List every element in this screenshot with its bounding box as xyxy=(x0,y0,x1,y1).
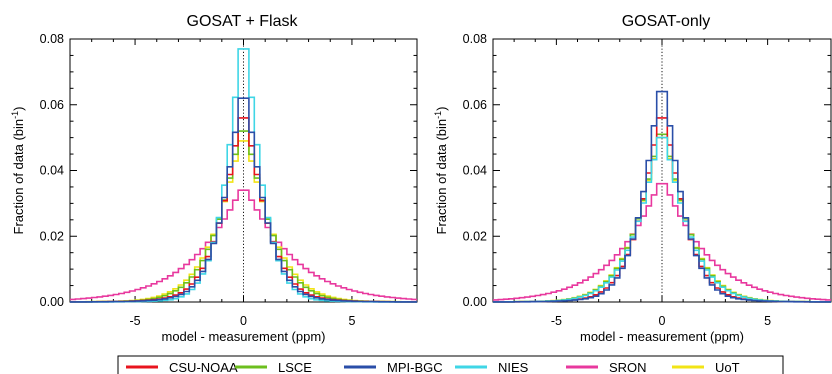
histogram-series xyxy=(493,90,831,303)
legend-label: NIES xyxy=(498,360,529,374)
x-tick-label: 5 xyxy=(764,314,771,328)
y-axis-label: Fraction of data (bin-1) xyxy=(433,107,449,235)
x-axis-label: model - measurement (ppm) xyxy=(162,329,326,344)
y-tick-label: 0.02 xyxy=(463,229,487,243)
panel-title: GOSAT + Flask xyxy=(187,13,299,30)
legend-label: MPI-BGC xyxy=(387,360,443,374)
x-tick-label: 0 xyxy=(659,314,666,328)
panel-title: GOSAT-only xyxy=(622,13,711,30)
axis-ticks: -5 0 5 0.00 0.02 0.04 0.06 0.08 xyxy=(463,32,832,328)
y-tick-label: 0.04 xyxy=(40,164,64,178)
histogram-uot xyxy=(493,136,831,303)
x-tick-label: -5 xyxy=(130,314,141,328)
legend-label: SRON xyxy=(609,360,647,374)
y-tick-label: 0.00 xyxy=(40,295,64,309)
histogram-sron xyxy=(493,182,831,301)
legend-label: LSCE xyxy=(278,360,312,374)
x-axis-label: model - measurement (ppm) xyxy=(580,329,744,344)
histogram-mpi-bgc xyxy=(70,97,417,303)
histogram-nies xyxy=(493,136,831,303)
y-tick-label: 0.08 xyxy=(40,32,64,46)
legend: CSU-NOAA LSCE MPI-BGC NIES SRON UoT xyxy=(117,355,784,374)
histogram-sron xyxy=(70,189,417,301)
y-tick-label: 0.08 xyxy=(463,32,487,46)
y-tick-label: 0.02 xyxy=(40,229,64,243)
x-tick-label: 0 xyxy=(240,314,247,328)
x-tick-label: -5 xyxy=(551,314,562,328)
panel-gosat-flask: GOSAT + Flask -5 0 5 0.00 0.02 0.04 0.06 0.08 m… xyxy=(10,13,418,344)
y-tick-label: 0.06 xyxy=(463,98,487,112)
histogram-mpi-bgc xyxy=(493,90,831,303)
legend-label: CSU-NOAA xyxy=(169,360,238,374)
legend-label: UoT xyxy=(715,360,740,374)
histogram-series xyxy=(70,48,417,303)
y-tick-label: 0.06 xyxy=(40,98,64,112)
histogram-uot xyxy=(70,140,417,303)
legend-box xyxy=(117,355,784,374)
axis-ticks: -5 0 5 0.00 0.02 0.04 0.06 0.08 xyxy=(40,32,418,328)
panel-gosat-only: GOSAT-only -5 0 5 0.00 0.02 0.04 0.06 0.08 mode… xyxy=(433,13,832,344)
y-tick-label: 0.00 xyxy=(463,295,487,309)
y-axis-label: Fraction of data (bin-1) xyxy=(10,107,26,235)
y-tick-label: 0.04 xyxy=(463,164,487,178)
x-tick-label: 5 xyxy=(348,314,355,328)
